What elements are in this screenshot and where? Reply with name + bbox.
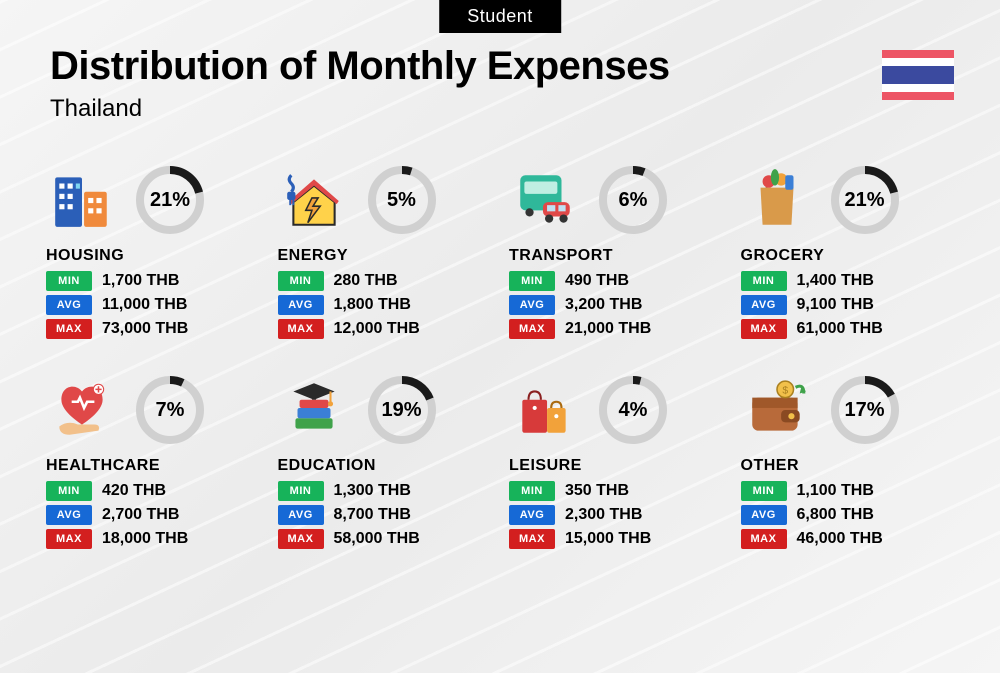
other-max-value: 46,000 THB xyxy=(797,530,883,548)
min-label: MIN xyxy=(278,481,324,501)
avg-label: AVG xyxy=(509,295,555,315)
other-percent-text: 17% xyxy=(829,374,901,446)
healthcare-avg-value: 2,700 THB xyxy=(102,506,179,524)
housing-max-value: 73,000 THB xyxy=(102,320,188,338)
energy-name: ENERGY xyxy=(278,247,492,265)
housing-icon xyxy=(46,164,118,236)
thailand-flag-icon xyxy=(882,50,954,100)
other-icon: $ xyxy=(741,374,813,446)
healthcare-max-value: 18,000 THB xyxy=(102,530,188,548)
education-min-value: 1,300 THB xyxy=(334,482,411,500)
max-label: MAX xyxy=(741,529,787,549)
category-card-healthcare: 7% HEALTHCARE MIN 420 THB AVG 2,700 THB … xyxy=(46,371,260,553)
page-subtitle: Thailand xyxy=(50,95,950,123)
housing-min-value: 1,700 THB xyxy=(102,272,179,290)
energy-percent-ring: 5% xyxy=(366,164,438,236)
avg-label: AVG xyxy=(741,505,787,525)
housing-name: HOUSING xyxy=(46,247,260,265)
min-label: MIN xyxy=(741,481,787,501)
education-percent-text: 19% xyxy=(366,374,438,446)
leisure-max-value: 15,000 THB xyxy=(565,530,651,548)
min-label: MIN xyxy=(741,271,787,291)
transport-max-value: 21,000 THB xyxy=(565,320,651,338)
svg-text:$: $ xyxy=(782,386,788,397)
housing-percent-text: 21% xyxy=(134,164,206,236)
education-avg-value: 8,700 THB xyxy=(334,506,411,524)
min-label: MIN xyxy=(509,481,555,501)
header: Distribution of Monthly Expenses Thailan… xyxy=(0,0,1000,133)
transport-avg-value: 3,200 THB xyxy=(565,296,642,314)
category-card-leisure: 4% LEISURE MIN 350 THB AVG 2,300 THB MAX… xyxy=(509,371,723,553)
transport-percent-ring: 6% xyxy=(597,164,669,236)
leisure-percent-ring: 4% xyxy=(597,374,669,446)
housing-avg-value: 11,000 THB xyxy=(102,296,187,314)
grocery-min-value: 1,400 THB xyxy=(797,272,874,290)
category-card-transport: 6% TRANSPORT MIN 490 THB AVG 3,200 THB M… xyxy=(509,161,723,343)
housing-percent-ring: 21% xyxy=(134,164,206,236)
max-label: MAX xyxy=(278,319,324,339)
energy-avg-value: 1,800 THB xyxy=(334,296,411,314)
grocery-max-value: 61,000 THB xyxy=(797,320,883,338)
grocery-avg-value: 9,100 THB xyxy=(797,296,874,314)
max-label: MAX xyxy=(278,529,324,549)
grocery-icon xyxy=(741,164,813,236)
education-percent-ring: 19% xyxy=(366,374,438,446)
education-max-value: 58,000 THB xyxy=(334,530,420,548)
avg-label: AVG xyxy=(509,505,555,525)
leisure-percent-text: 4% xyxy=(597,374,669,446)
grocery-percent-text: 21% xyxy=(829,164,901,236)
avg-label: AVG xyxy=(46,295,92,315)
max-label: MAX xyxy=(509,529,555,549)
avg-label: AVG xyxy=(741,295,787,315)
transport-min-value: 490 THB xyxy=(565,272,629,290)
healthcare-name: HEALTHCARE xyxy=(46,457,260,475)
min-label: MIN xyxy=(278,271,324,291)
category-card-housing: 21% HOUSING MIN 1,700 THB AVG 11,000 THB… xyxy=(46,161,260,343)
transport-percent-text: 6% xyxy=(597,164,669,236)
categories-grid: 21% HOUSING MIN 1,700 THB AVG 11,000 THB… xyxy=(0,133,1000,583)
leisure-min-value: 350 THB xyxy=(565,482,629,500)
education-name: EDUCATION xyxy=(278,457,492,475)
category-card-education: 19% EDUCATION MIN 1,300 THB AVG 8,700 TH… xyxy=(278,371,492,553)
avg-label: AVG xyxy=(278,295,324,315)
max-label: MAX xyxy=(46,319,92,339)
max-label: MAX xyxy=(46,529,92,549)
category-card-grocery: 21% GROCERY MIN 1,400 THB AVG 9,100 THB … xyxy=(741,161,955,343)
transport-icon xyxy=(509,164,581,236)
healthcare-percent-text: 7% xyxy=(134,374,206,446)
other-name: OTHER xyxy=(741,457,955,475)
other-min-value: 1,100 THB xyxy=(797,482,874,500)
energy-max-value: 12,000 THB xyxy=(334,320,420,338)
max-label: MAX xyxy=(741,319,787,339)
leisure-name: LEISURE xyxy=(509,457,723,475)
max-label: MAX xyxy=(509,319,555,339)
energy-icon xyxy=(278,164,350,236)
education-icon xyxy=(278,374,350,446)
min-label: MIN xyxy=(46,481,92,501)
healthcare-percent-ring: 7% xyxy=(134,374,206,446)
page-title: Distribution of Monthly Expenses xyxy=(50,44,950,89)
other-avg-value: 6,800 THB xyxy=(797,506,874,524)
energy-min-value: 280 THB xyxy=(334,272,398,290)
min-label: MIN xyxy=(509,271,555,291)
min-label: MIN xyxy=(46,271,92,291)
leisure-avg-value: 2,300 THB xyxy=(565,506,642,524)
avg-label: AVG xyxy=(278,505,324,525)
energy-percent-text: 5% xyxy=(366,164,438,236)
category-card-energy: 5% ENERGY MIN 280 THB AVG 1,800 THB MAX … xyxy=(278,161,492,343)
healthcare-min-value: 420 THB xyxy=(102,482,166,500)
avg-label: AVG xyxy=(46,505,92,525)
transport-name: TRANSPORT xyxy=(509,247,723,265)
grocery-name: GROCERY xyxy=(741,247,955,265)
leisure-icon xyxy=(509,374,581,446)
healthcare-icon xyxy=(46,374,118,446)
category-card-other: $ 17% OTHER MIN 1,100 THB AVG 6,800 THB … xyxy=(741,371,955,553)
grocery-percent-ring: 21% xyxy=(829,164,901,236)
other-percent-ring: 17% xyxy=(829,374,901,446)
